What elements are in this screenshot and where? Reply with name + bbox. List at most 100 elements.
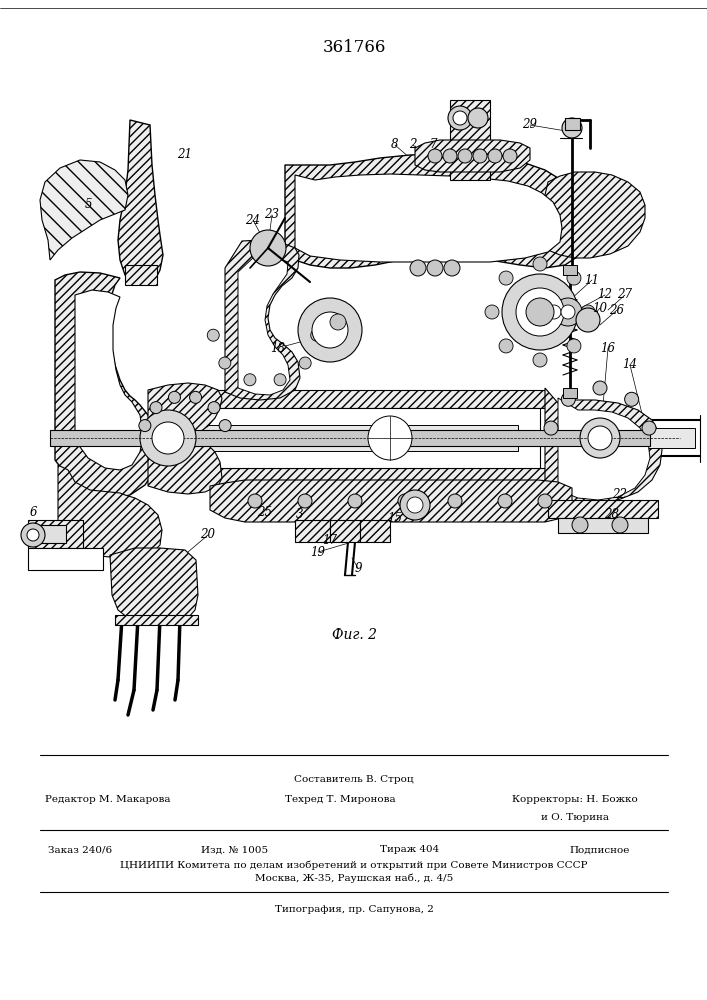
Bar	[558, 518, 648, 533]
Text: 16: 16	[600, 342, 616, 355]
Circle shape	[207, 329, 219, 341]
Bar	[125, 265, 157, 285]
Circle shape	[448, 106, 472, 130]
Circle shape	[298, 494, 312, 508]
Bar	[645, 428, 695, 448]
Circle shape	[473, 149, 487, 163]
Circle shape	[468, 108, 488, 128]
Text: Составитель В. Строц: Составитель В. Строц	[294, 776, 414, 784]
Text: Типография, пр. Сапунова, 2: Типография, пр. Сапунова, 2	[274, 906, 433, 914]
Text: 23: 23	[264, 209, 279, 222]
Text: 20: 20	[201, 528, 216, 542]
Circle shape	[538, 494, 552, 508]
Circle shape	[485, 305, 499, 319]
Circle shape	[612, 517, 628, 533]
Circle shape	[248, 494, 262, 508]
Text: 21: 21	[177, 148, 192, 161]
Polygon shape	[40, 160, 128, 260]
Text: 12: 12	[597, 288, 612, 302]
Circle shape	[581, 305, 595, 319]
Circle shape	[368, 416, 412, 460]
Circle shape	[526, 298, 554, 326]
Bar	[563, 265, 577, 275]
Text: и О. Тюрина: и О. Тюрина	[541, 814, 609, 822]
Text: Корректоры: Н. Божко: Корректоры: Н. Божко	[512, 796, 638, 804]
Circle shape	[407, 497, 423, 513]
Text: 6: 6	[29, 506, 37, 518]
Circle shape	[533, 305, 547, 319]
Circle shape	[443, 149, 457, 163]
Circle shape	[152, 422, 184, 454]
Polygon shape	[210, 480, 572, 522]
Circle shape	[533, 257, 547, 271]
Bar	[168, 425, 518, 451]
Polygon shape	[545, 172, 645, 258]
Text: Изд. № 1005: Изд. № 1005	[201, 846, 269, 854]
Circle shape	[208, 402, 220, 414]
Text: 5: 5	[84, 198, 92, 212]
Polygon shape	[295, 174, 562, 262]
Circle shape	[642, 421, 656, 435]
Text: Москва, Ж-35, Раушская наб., д. 4/5: Москва, Ж-35, Раушская наб., д. 4/5	[255, 873, 453, 883]
Polygon shape	[55, 272, 158, 498]
Polygon shape	[238, 256, 290, 395]
Circle shape	[458, 149, 472, 163]
Polygon shape	[545, 388, 662, 503]
Circle shape	[312, 312, 348, 348]
Circle shape	[533, 353, 547, 367]
Text: 24: 24	[245, 214, 260, 227]
Circle shape	[554, 298, 582, 326]
Polygon shape	[285, 154, 582, 268]
Text: 10: 10	[592, 302, 607, 314]
Circle shape	[588, 426, 612, 450]
Text: 2: 2	[409, 138, 416, 151]
Circle shape	[576, 308, 600, 332]
Circle shape	[572, 517, 588, 533]
Polygon shape	[415, 140, 530, 172]
Text: 361766: 361766	[322, 38, 386, 55]
Bar	[28, 548, 103, 570]
Bar	[50, 430, 650, 446]
Text: 3: 3	[296, 508, 304, 522]
Bar	[548, 500, 658, 518]
Circle shape	[298, 298, 362, 362]
Text: 9: 9	[354, 562, 362, 574]
Circle shape	[21, 523, 45, 547]
Circle shape	[189, 391, 201, 403]
Bar	[360, 520, 390, 542]
Text: 11: 11	[585, 273, 600, 286]
Polygon shape	[75, 290, 143, 470]
Text: 27: 27	[617, 288, 633, 302]
Circle shape	[150, 402, 162, 414]
Polygon shape	[110, 548, 198, 618]
Circle shape	[250, 230, 286, 266]
Text: 18: 18	[271, 342, 286, 355]
Circle shape	[168, 391, 180, 403]
Text: 14: 14	[622, 359, 638, 371]
Text: 29: 29	[522, 118, 537, 131]
Circle shape	[311, 329, 322, 341]
Text: 28: 28	[604, 508, 619, 522]
Bar	[28, 525, 66, 543]
Circle shape	[330, 314, 346, 330]
Circle shape	[567, 271, 581, 285]
Polygon shape	[225, 240, 300, 400]
Text: 19: 19	[310, 546, 325, 558]
Circle shape	[498, 494, 512, 508]
Bar	[563, 388, 577, 398]
Polygon shape	[148, 383, 222, 494]
Circle shape	[580, 418, 620, 458]
Text: 7: 7	[429, 138, 437, 151]
Circle shape	[219, 420, 231, 432]
Circle shape	[398, 494, 412, 508]
Circle shape	[444, 260, 460, 276]
Circle shape	[427, 260, 443, 276]
Bar	[115, 615, 198, 625]
Text: Заказ 240/6: Заказ 240/6	[48, 846, 112, 854]
Circle shape	[400, 490, 430, 520]
Circle shape	[27, 529, 39, 541]
Circle shape	[625, 392, 638, 406]
Text: Фиг. 2: Фиг. 2	[332, 628, 377, 642]
Circle shape	[567, 339, 581, 353]
Text: Подписное: Подписное	[570, 846, 630, 854]
